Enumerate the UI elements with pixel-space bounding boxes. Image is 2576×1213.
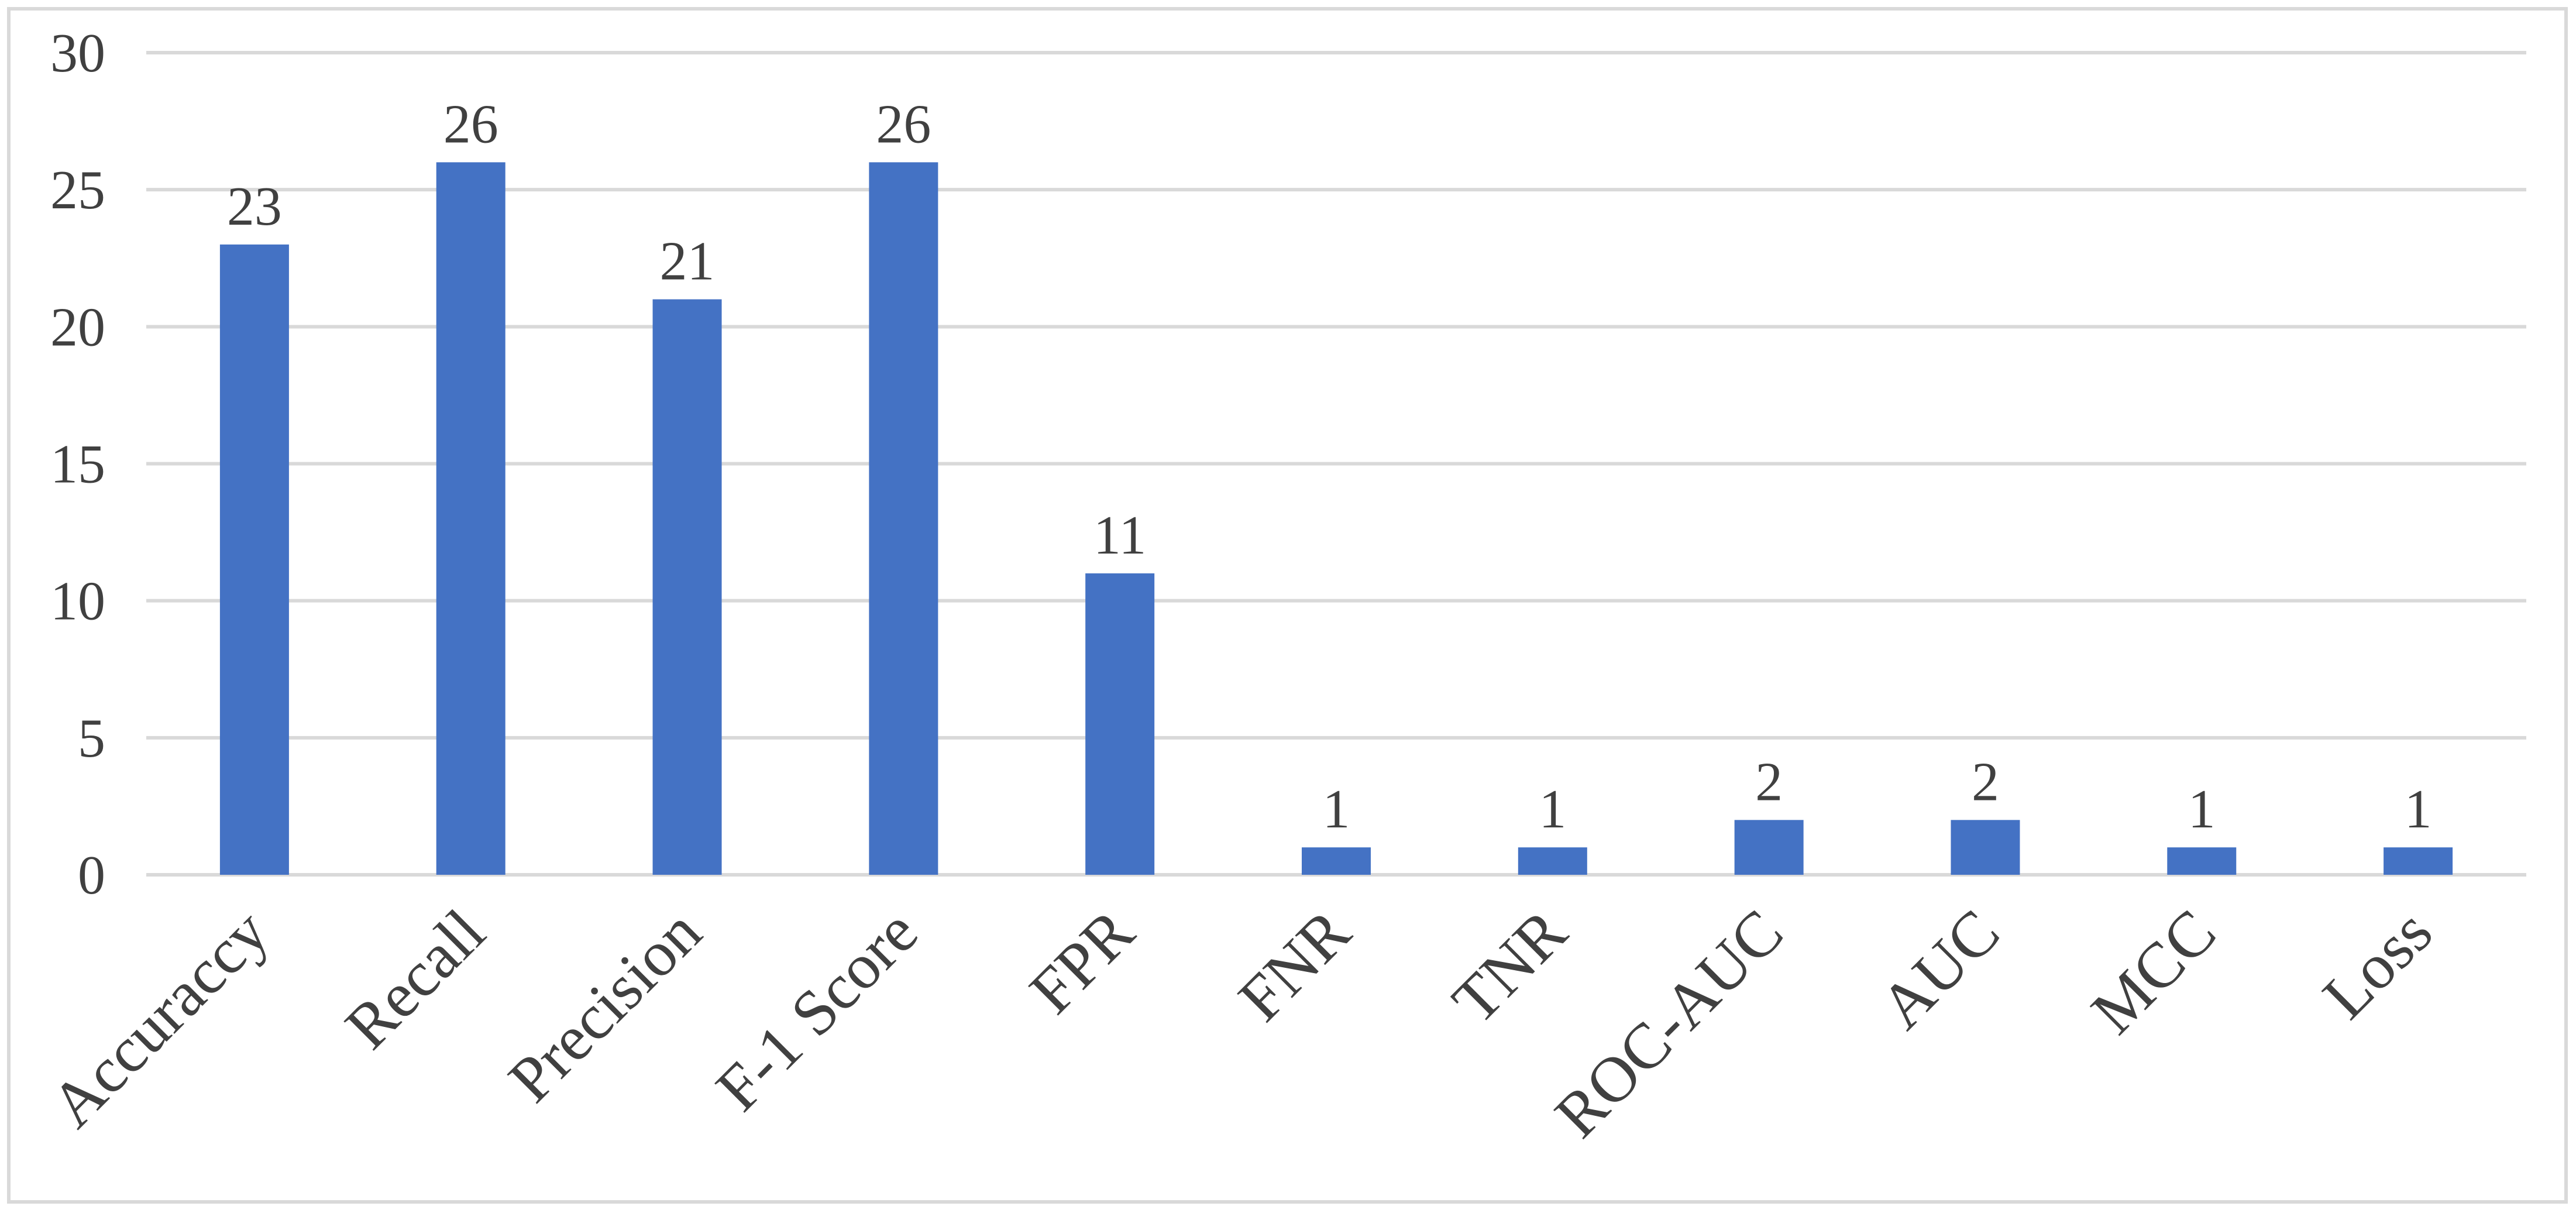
data-label: 1 xyxy=(2405,779,2432,840)
y-tick-label: 0 xyxy=(78,845,105,906)
data-label: 21 xyxy=(660,231,715,292)
y-tick-label: 30 xyxy=(50,23,105,84)
x-category-label: FPR xyxy=(1016,895,1147,1027)
x-category-label: Precision xyxy=(495,896,715,1116)
y-tick-label: 5 xyxy=(78,708,105,769)
x-category-label: Loss xyxy=(2309,896,2446,1032)
x-category-label: ROC-AUC xyxy=(1541,896,1796,1151)
data-label: 11 xyxy=(1093,505,1147,566)
bar-loss xyxy=(2384,847,2453,875)
x-category-label: FNR xyxy=(1225,895,1364,1035)
x-category-label: AUC xyxy=(1866,896,2013,1042)
data-label: 2 xyxy=(1972,751,1999,812)
bar-tnr xyxy=(1518,847,1587,875)
bar-fpr xyxy=(1085,573,1155,875)
x-category-label: Recall xyxy=(332,896,498,1063)
data-label: 2 xyxy=(1755,751,1783,812)
data-label: 1 xyxy=(1323,779,1350,840)
y-tick-label: 10 xyxy=(50,571,105,632)
gridlines xyxy=(146,51,2526,877)
data-label: 23 xyxy=(227,176,282,237)
data-label: 26 xyxy=(443,94,498,154)
x-category-label: TNR xyxy=(1439,895,1580,1037)
data-label: 26 xyxy=(876,94,931,154)
x-category-label: MCC xyxy=(2078,896,2229,1047)
bar-mcc xyxy=(2167,847,2237,875)
data-label: 1 xyxy=(2188,779,2216,840)
y-axis-ticks: 0 5 10 15 20 25 30 xyxy=(50,23,105,906)
x-category-label: F-1 Score xyxy=(702,896,931,1125)
y-tick-label: 15 xyxy=(50,434,105,495)
y-tick-label: 20 xyxy=(50,297,105,358)
bar-auc xyxy=(1951,820,2020,875)
bar-fnr xyxy=(1302,847,1371,875)
bar-recall xyxy=(436,162,505,875)
bar-precision xyxy=(652,299,722,875)
x-category-label: Accuraccy xyxy=(37,896,282,1141)
data-label: 1 xyxy=(1539,779,1566,840)
y-tick-label: 25 xyxy=(50,160,105,221)
bars xyxy=(219,162,2453,875)
bar-roc-auc xyxy=(1734,820,1804,875)
bar-f-1-score xyxy=(869,162,938,875)
bar-accuraccy xyxy=(219,244,289,875)
chart-frame xyxy=(7,7,2568,1204)
